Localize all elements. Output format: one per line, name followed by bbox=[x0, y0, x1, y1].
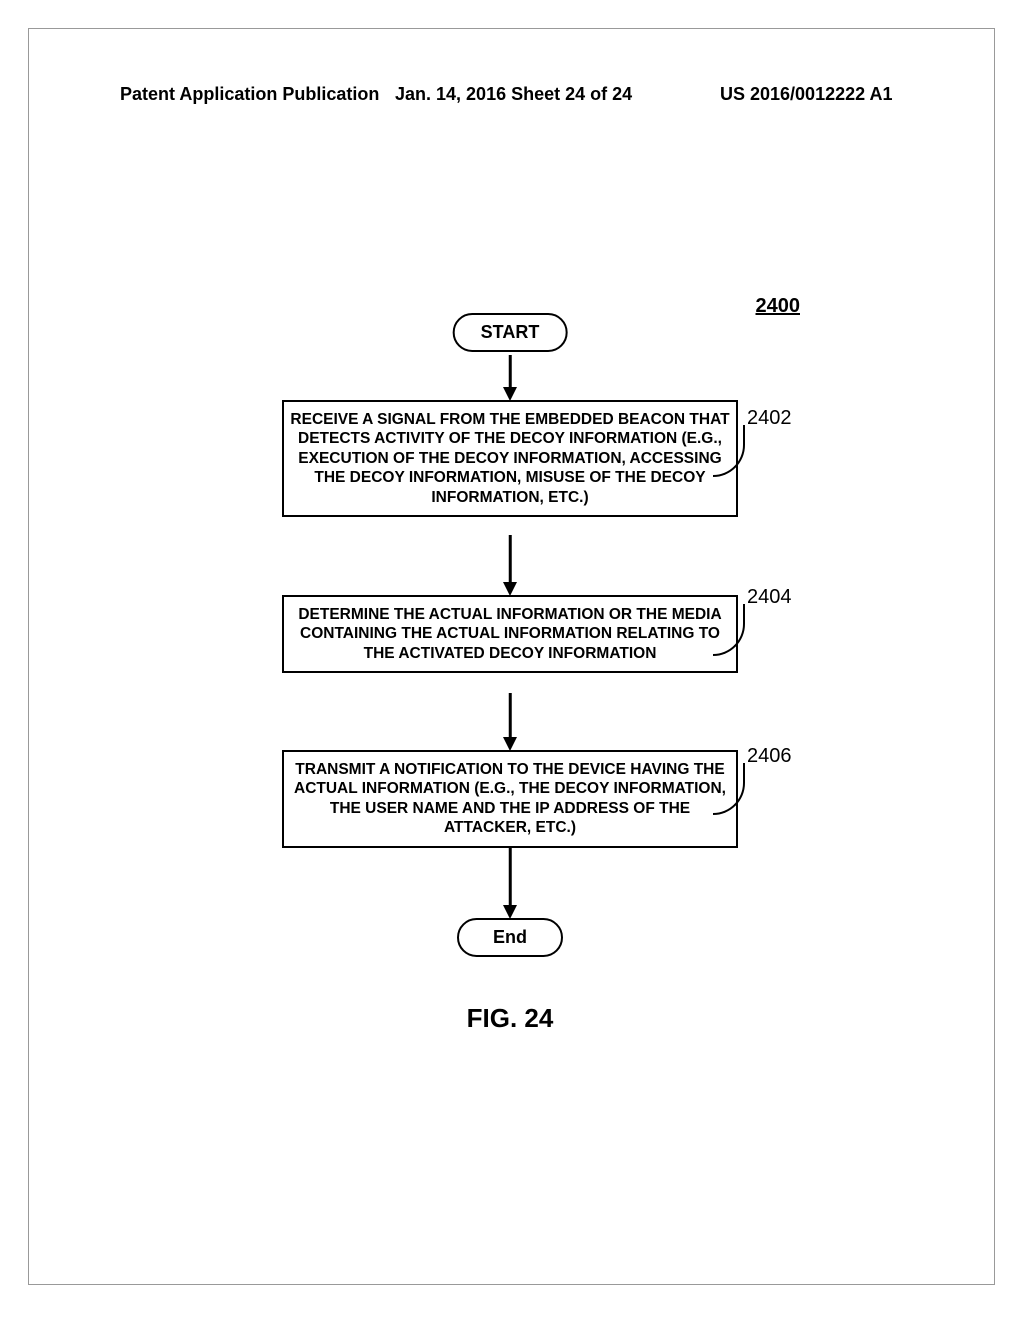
node-start: START bbox=[453, 313, 568, 352]
node-step2: DETERMINE THE ACTUAL INFORMATION OR THE … bbox=[282, 595, 738, 673]
arrow-head-icon bbox=[503, 905, 517, 919]
edge-step1-to-step2 bbox=[509, 535, 512, 583]
edge-start-to-step1 bbox=[509, 355, 512, 388]
figure-number: 2400 bbox=[756, 295, 801, 318]
figure-caption: FIG. 24 bbox=[467, 1003, 554, 1034]
node-step3-label: TRANSMIT A NOTIFICATION TO THE DEVICE HA… bbox=[294, 761, 726, 836]
node-step1: RECEIVE A SIGNAL FROM THE EMBEDDED BEACO… bbox=[282, 400, 738, 517]
header-sheet: Jan. 14, 2016 Sheet 24 of 24 bbox=[395, 84, 632, 105]
ref-step1: 2402 bbox=[747, 407, 792, 430]
edge-step3-to-end bbox=[509, 848, 512, 906]
node-end-label: End bbox=[493, 927, 527, 947]
header-pubnumber: US 2016/0012222 A1 bbox=[720, 84, 892, 105]
node-end: End bbox=[457, 918, 563, 957]
node-step2-label: DETERMINE THE ACTUAL INFORMATION OR THE … bbox=[298, 606, 721, 662]
arrow-head-icon bbox=[503, 582, 517, 596]
node-step1-label: RECEIVE A SIGNAL FROM THE EMBEDDED BEACO… bbox=[290, 411, 729, 506]
node-step3: TRANSMIT A NOTIFICATION TO THE DEVICE HA… bbox=[282, 750, 738, 848]
header-publication: Patent Application Publication bbox=[120, 84, 379, 105]
arrow-head-icon bbox=[503, 737, 517, 751]
ref-step3: 2406 bbox=[747, 745, 792, 768]
edge-step2-to-step3 bbox=[509, 693, 512, 738]
node-start-label: START bbox=[481, 322, 540, 342]
ref-step2: 2404 bbox=[747, 586, 792, 609]
arrow-head-icon bbox=[503, 387, 517, 401]
